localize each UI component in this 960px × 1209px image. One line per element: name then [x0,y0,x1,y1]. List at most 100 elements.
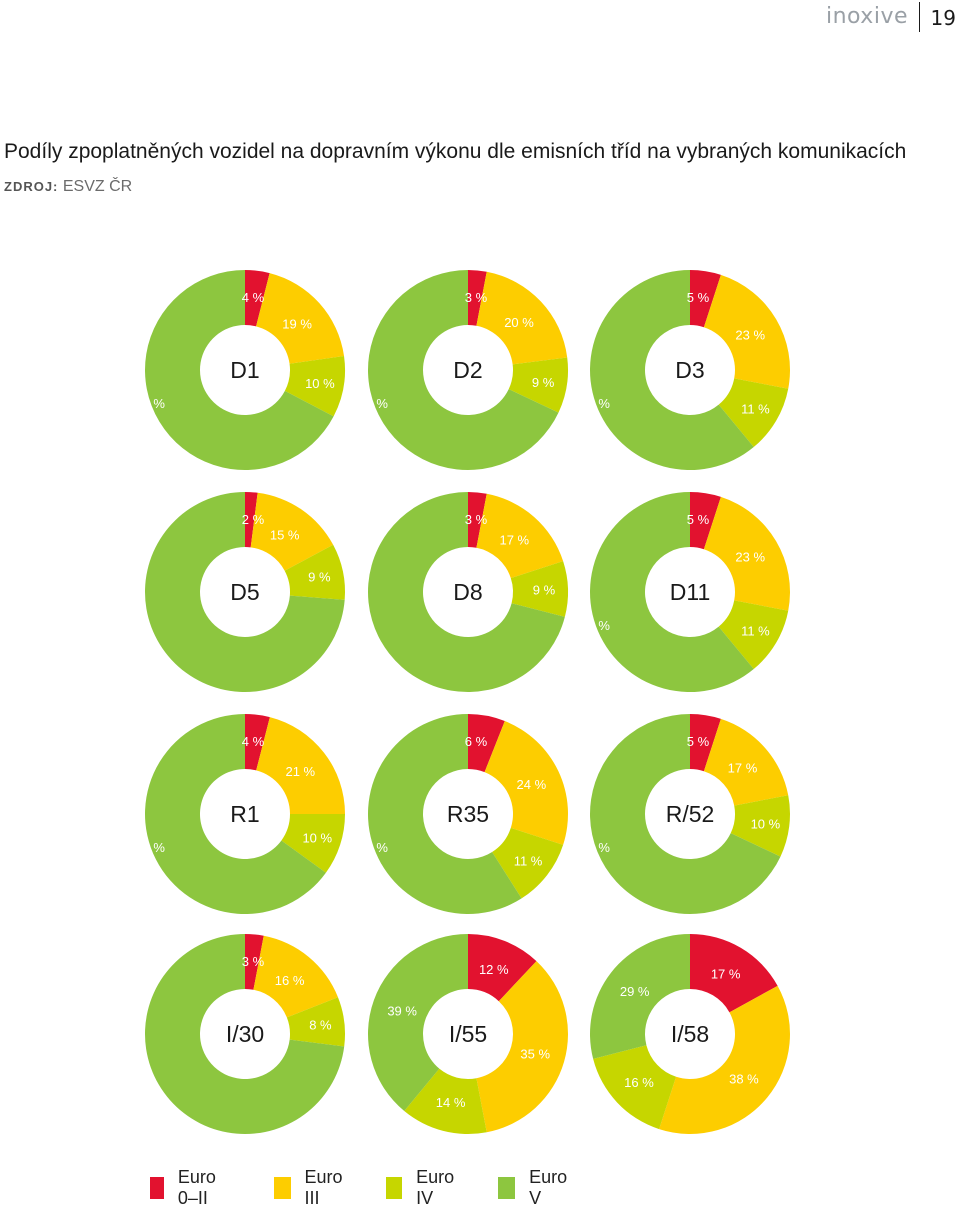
donut-chart: D1 4 % 19 % 10 % 68 % [135,270,345,471]
donut-slice-euro-5 [367,270,559,470]
donut-center-title: D11 [670,579,711,605]
donut-chart: I/30 3 % 16 % 8 % 73 % [117,934,345,1134]
donut-slice-label: 2 % [242,512,265,527]
donut-slice-euro-3 [476,493,564,579]
donut-slice-euro-4 [284,544,345,600]
donut-slice-label: 3 % [465,290,488,305]
donut-slice-label: 12 % [479,962,509,977]
donut-slice-euro-5 [368,492,565,692]
donut-slice-euro-5 [368,714,522,915]
donut-slice-label: 10 % [305,376,335,391]
donut-slice-label: 59 % [358,840,388,855]
donut-chart: R35 6 % 24 % 11 % 59 % [358,714,568,915]
donut-center-title: R/52 [666,801,715,827]
donut-slice-label: 11 % [741,624,770,639]
legend-item-euro-4: Euro IV [386,1167,460,1208]
donut-chart: R/52 5 % 17 % 10 % 68 % [580,714,790,915]
legend-item-euro-5: Euro V [498,1167,572,1208]
donut-slice-euro-0-2 [245,492,258,548]
donut-slice-label: 14 % [436,1095,466,1110]
legend-swatch [274,1177,291,1199]
legend-swatch [150,1177,164,1199]
donut-slice-label: 71 % [340,623,370,638]
donut-slice-label: 21 % [285,764,315,779]
donut-center-title: R35 [447,801,489,827]
donut-center-title: D3 [675,357,704,383]
donut-slice-label: 61 % [580,396,610,411]
donut-slice-label: 68 % [135,396,165,411]
donut-slice-euro-0-2 [468,934,537,1002]
donut-slice-label: 73 % [117,1065,147,1080]
donut-slice-label: 65 % [135,840,165,855]
donut-slice-euro-4 [593,1045,677,1130]
donut-slice-label: 17 % [711,967,741,982]
donut-slice-label: 39 % [387,1003,417,1018]
page-header: inoxive 19 [0,0,960,40]
donut-slice-euro-0-2 [690,270,721,328]
donut-slice-euro-3 [659,985,790,1134]
donut-center-title: I/55 [449,1021,487,1047]
donut-chart: I/55 12 % 35 % 14 % 39 % [368,934,568,1134]
legend-item-euro-0-2: Euro 0–II [150,1167,224,1208]
donut-slice-euro-4 [286,997,345,1047]
donut-slice-label: 68 % [580,840,610,855]
donut-slice-label: 17 % [728,761,758,776]
donut-slice-label: 35 % [520,1047,550,1062]
donut-slice-euro-5 [144,934,345,1134]
donut-slice-euro-5 [590,714,781,915]
donut-center-title: D2 [453,357,482,383]
donut-slice-label: 15 % [270,527,300,542]
donut-chart: R1 4 % 21 % 10 % 65 % [135,714,345,914]
legend-label: Euro IV [416,1167,455,1208]
donut-slice-label: 19 % [282,316,312,331]
legend-label: Euro 0–II [177,1167,216,1208]
legend-label: Euro III [304,1167,343,1208]
donut-slice-euro-4 [510,561,568,617]
donut-slice-label: 73 % [117,623,147,638]
donut-slice-euro-5 [144,714,326,914]
donut-slice-label: 4 % [242,290,265,305]
donut-slice-label: 5 % [687,290,710,305]
donut-slice-label: 16 % [275,973,305,988]
donut-chart: I/58 17 % 38 % 16 % 29 % [589,934,790,1134]
donut-slice-euro-0-2 [690,934,778,1013]
donut-center-title: R1 [230,801,259,827]
donut-center-title: D5 [230,579,259,605]
donut-chart: D11 5 % 23 % 11 % 61 % [580,492,790,693]
donut-slice-label: 17 % [499,532,529,547]
donut-slice-euro-0-2 [468,492,487,548]
legend-swatch [386,1177,403,1199]
donut-slice-euro-3 [476,271,568,365]
donut-slice-label: 6 % [465,734,488,749]
donut-slice-label: 16 % [624,1075,654,1090]
donut-slice-label: 3 % [465,512,488,527]
page-number: 19 [930,6,956,30]
donut-slice-euro-5 [144,270,334,471]
donut-chart: D8 3 % 17 % 9 % 71 % [340,492,568,692]
donut-slice-euro-3 [703,274,790,389]
donut-slice-euro-4 [718,600,789,670]
donut-slice-label: 9 % [308,569,331,584]
donut-slice-euro-3 [256,273,345,364]
donut-slice-euro-3 [256,717,345,814]
source-label: ZDROJ: [4,179,59,194]
legend-label: Euro V [529,1167,568,1208]
donut-slice-label: 9 % [533,583,556,598]
header-divider [919,2,920,32]
donut-slice-euro-4 [281,814,345,873]
source-line: ZDROJ: ESVZ ČR [4,178,132,196]
donut-chart: D2 3 % 20 % 9 % 68 % [358,270,569,470]
donut-slice-euro-4 [284,356,345,417]
donut-slice-euro-0-2 [468,270,487,326]
donut-slice-euro-3 [476,961,568,1133]
donut-slice-label: 38 % [729,1072,759,1087]
donut-chart: D5 2 % 15 % 9 % 73 % [117,492,345,693]
legend-swatch [498,1177,516,1199]
donut-slice-euro-3 [703,718,789,806]
source-value: ESVZ ČR [62,178,133,195]
donut-slice-euro-5 [368,934,468,1112]
donut-slice-label: 24 % [517,777,547,792]
donut-slice-euro-0-2 [245,270,270,327]
donut-slice-euro-5 [145,492,345,693]
donut-slice-euro-0-2 [245,714,270,771]
